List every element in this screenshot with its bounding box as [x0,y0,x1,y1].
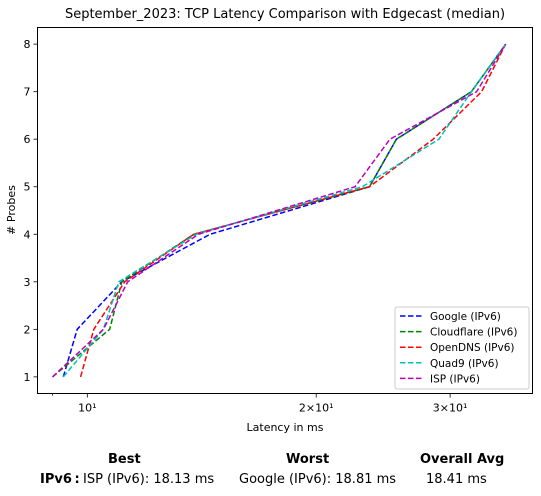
summary-table: Best Worst Overall Avg IPv6 : ISP (IPv6)… [0,448,541,496]
legend-label: Google (IPv6) [430,311,501,323]
legend: Google (IPv6) Cloudflare (IPv6) OpenDNS (I… [395,307,529,389]
y-tick-label: 3 [24,276,31,289]
overall-avg-value: 18.41 ms [426,472,487,487]
x-axis-label: Latency in ms [247,421,324,434]
chart-title: September_2023: TCP Latency Comparison w… [65,7,505,22]
y-tick-label: 5 [24,181,31,194]
legend-label: ISP (IPv6) [430,373,480,385]
y-tick-label: 1 [24,371,31,384]
y-tick-label: 7 [24,86,31,99]
legend-label: OpenDNS (IPv6) [430,342,515,354]
worst-value: Google (IPv6): 18.81 ms [239,472,396,487]
y-tick-label: 8 [24,38,31,51]
y-tick-label: 4 [24,228,31,241]
x-tick-label: 10¹ [78,402,96,415]
y-axis: 1 2 3 4 5 6 7 8 [24,38,38,384]
x-tick-label: 2×10¹ [299,402,334,415]
best-value: ISP (IPv6): 18.13 ms [83,472,214,487]
worst-header: Worst [286,452,329,467]
x-tick-label: 3×10¹ [433,402,468,415]
y-axis-label: # Probes [5,185,18,235]
y-tick-label: 2 [24,323,31,336]
y-tick-label: 6 [24,133,31,146]
legend-label: Quad9 (IPv6) [430,358,499,370]
latency-chart: September_2023: TCP Latency Comparison w… [0,0,541,448]
ipv6-row-label: IPv6 : [40,472,80,487]
best-header: Best [108,452,141,467]
legend-label: Cloudflare (IPv6) [430,327,517,339]
x-axis: 10¹ 2×10¹ 3×10¹ [53,394,468,415]
overall-avg-header: Overall Avg [420,452,504,467]
